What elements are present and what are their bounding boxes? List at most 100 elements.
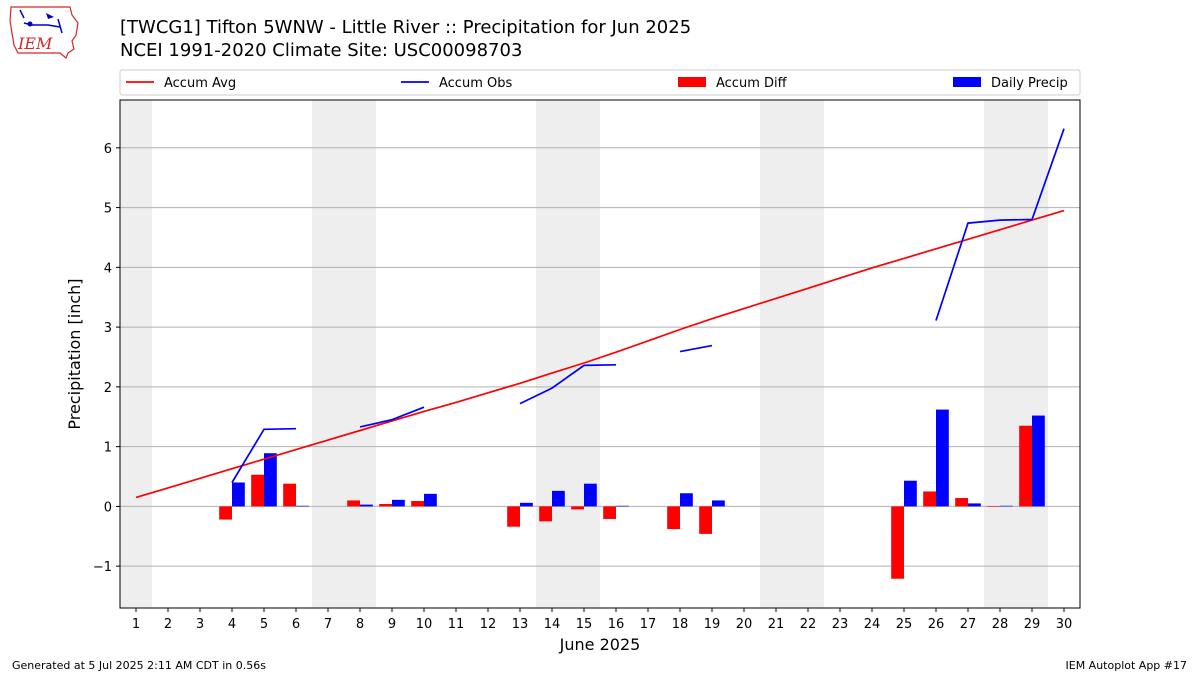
bar-accum-diff: [699, 506, 712, 534]
weekend-shade-8: [344, 100, 376, 608]
bar-daily-precip: [552, 490, 565, 507]
legend-accum-avg-label: Accum Avg: [164, 76, 236, 91]
chart-title: [TWCG1] Tifton 5WNW - Little River :: Pr…: [120, 17, 692, 38]
bar-daily-precip: [712, 500, 725, 507]
xtick-label: 6: [292, 617, 300, 632]
ytick-label: −1: [93, 560, 112, 575]
xtick-label: 1: [132, 617, 140, 632]
xtick-label: 8: [356, 617, 364, 632]
bar-daily-precip: [1032, 415, 1045, 507]
bar-daily-precip: [680, 493, 693, 507]
xtick-label: 15: [576, 617, 593, 632]
legend-daily-precip-label: Daily Precip: [991, 76, 1068, 91]
weekend-shade-29: [1016, 100, 1048, 608]
y-axis-label: Precipitation [inch]: [65, 278, 84, 429]
xtick-label: 21: [768, 617, 785, 632]
bar-daily-precip: [360, 504, 373, 507]
line-accum-obs: [231, 128, 1065, 483]
xtick-label: 4: [228, 617, 236, 632]
legend-daily-precip-swatch: [953, 77, 981, 87]
bar-daily-precip: [904, 480, 917, 507]
xtick-label: 29: [1024, 617, 1041, 632]
xtick-label: 19: [704, 617, 721, 632]
bar-daily-precip: [424, 493, 437, 507]
weekend-shade-28: [984, 100, 1016, 608]
iem-logo: IEM: [9, 6, 79, 59]
ytick-label: 1: [104, 441, 112, 456]
bar-accum-diff: [571, 506, 584, 510]
xtick-label: 7: [324, 617, 332, 632]
bar-daily-precip: [968, 503, 981, 507]
xtick-label: 10: [416, 617, 433, 632]
bar-accum-diff: [507, 506, 520, 527]
xtick-label: 5: [260, 617, 268, 632]
legend-accum-diff-swatch: [678, 77, 706, 87]
bar-accum-diff: [923, 491, 936, 507]
xtick-label: 24: [864, 617, 881, 632]
bar-daily-precip: [296, 505, 309, 507]
xtick-label: 2: [164, 617, 172, 632]
ytick-label: 5: [104, 202, 112, 217]
bar-accum-diff: [251, 474, 264, 507]
bar-daily-precip: [584, 483, 597, 507]
bar-accum-diff: [411, 501, 424, 507]
bar-accum-diff: [891, 506, 904, 579]
ytick-label: 3: [104, 321, 112, 336]
weekend-shade-22: [792, 100, 824, 608]
weekend-shade-14: [536, 100, 568, 608]
x-axis-label: June 2025: [559, 635, 641, 654]
bar-daily-precip: [232, 482, 245, 507]
xtick-label: 13: [512, 617, 529, 632]
weekend-shade-15: [568, 100, 600, 608]
bar-accum-diff: [539, 506, 552, 522]
bar-daily-precip: [520, 502, 533, 507]
bar-accum-diff: [603, 506, 616, 519]
xtick-label: 11: [448, 617, 465, 632]
weekend-shade-21: [760, 100, 792, 608]
bar-daily-precip: [392, 499, 405, 507]
xtick-label: 14: [544, 617, 561, 632]
legend-accum-obs-label: Accum Obs: [439, 76, 512, 91]
bar-accum-diff: [1019, 425, 1032, 507]
bar-daily-precip: [264, 453, 277, 507]
xtick-label: 12: [480, 617, 497, 632]
bar-accum-diff: [219, 506, 232, 520]
bar-daily-precip: [936, 409, 949, 507]
bar-daily-precip: [616, 505, 629, 507]
bar-accum-diff: [667, 506, 680, 530]
xtick-label: 28: [992, 617, 1009, 632]
ytick-label: 2: [104, 381, 112, 396]
weekend-shade-7: [312, 100, 344, 608]
xtick-label: 3: [196, 617, 204, 632]
bar-accum-diff: [379, 504, 392, 507]
xtick-label: 25: [896, 617, 913, 632]
xtick-label: 18: [672, 617, 689, 632]
bar-accum-diff: [347, 500, 360, 507]
chart-subtitle: NCEI 1991-2020 Climate Site: USC00098703: [120, 40, 523, 61]
xtick-label: 20: [736, 617, 753, 632]
bar-accum-diff: [955, 498, 968, 507]
weekend-shade-1: [120, 100, 152, 608]
footer-app: IEM Autoplot App #17: [1065, 659, 1188, 672]
bar-daily-precip: [1000, 505, 1013, 507]
line-accum-avg: [135, 209, 1065, 499]
xtick-label: 16: [608, 617, 625, 632]
ytick-label: 4: [104, 261, 112, 276]
xtick-label: 17: [640, 617, 657, 632]
footer-generated: Generated at 5 Jul 2025 2:11 AM CDT in 0…: [12, 659, 266, 672]
xtick-label: 23: [832, 617, 849, 632]
xtick-label: 22: [800, 617, 817, 632]
logo-text: IEM: [17, 34, 53, 53]
xtick-label: 26: [928, 617, 945, 632]
ytick-label: 0: [104, 500, 112, 515]
legend-accum-diff-label: Accum Diff: [716, 76, 788, 91]
xtick-label: 9: [388, 617, 396, 632]
bar-accum-diff: [283, 483, 296, 507]
bar-accum-diff: [987, 506, 1000, 507]
xtick-label: 30: [1056, 617, 1073, 632]
ytick-label: 6: [104, 142, 112, 157]
legend-box: [119, 69, 1081, 96]
plot-frame: [119, 99, 1081, 609]
xtick-label: 27: [960, 617, 977, 632]
